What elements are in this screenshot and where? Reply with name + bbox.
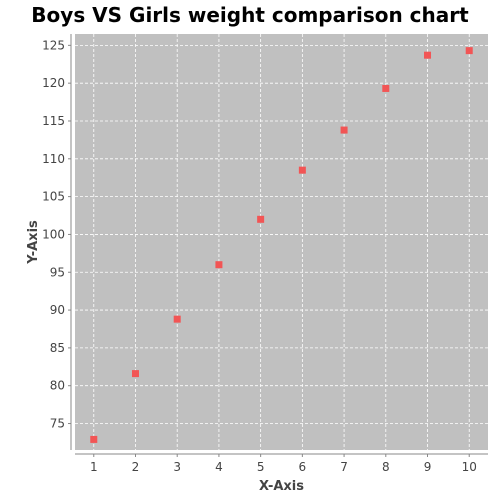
x-tick-label: 8 bbox=[382, 460, 390, 474]
x-tick-label: 2 bbox=[132, 460, 140, 474]
x-tick-label: 10 bbox=[462, 460, 477, 474]
y-tick-label: 115 bbox=[42, 114, 65, 128]
x-tick-label: 7 bbox=[340, 460, 348, 474]
data-point bbox=[382, 84, 390, 92]
data-point bbox=[173, 315, 181, 323]
y-tick-label: 110 bbox=[42, 152, 65, 166]
x-tick-label: 9 bbox=[424, 460, 432, 474]
y-tick-label: 85 bbox=[50, 341, 65, 355]
plot-area bbox=[75, 34, 488, 450]
y-tick-label: 100 bbox=[42, 227, 65, 241]
data-point bbox=[90, 435, 98, 443]
y-tick-label: 120 bbox=[42, 76, 65, 90]
chart-title: Boys VS Girls weight comparison chart bbox=[31, 3, 469, 27]
axes: 75 80 85 90 95 100 105 110 115 120 125 1 2 3 4 5 6 7 8 9 10 bbox=[42, 34, 488, 474]
data-point bbox=[257, 215, 265, 223]
y-tick-label: 80 bbox=[50, 379, 65, 393]
y-tick-label: 75 bbox=[50, 417, 65, 431]
x-axis-label: X-Axis bbox=[259, 479, 304, 494]
y-tick-label: 105 bbox=[42, 190, 65, 204]
y-tick-label: 95 bbox=[50, 265, 65, 279]
data-point bbox=[465, 47, 473, 55]
data-point bbox=[424, 51, 432, 59]
gridlines bbox=[75, 34, 488, 450]
data-points bbox=[90, 47, 473, 443]
data-point bbox=[215, 261, 223, 269]
x-tick-label: 4 bbox=[215, 460, 223, 474]
y-tick-label: 90 bbox=[50, 303, 65, 317]
data-point bbox=[131, 370, 139, 378]
data-point bbox=[340, 126, 348, 134]
y-axis-label: Y-Axis bbox=[26, 220, 41, 265]
x-tick-label: 5 bbox=[257, 460, 265, 474]
x-tick-label: 3 bbox=[173, 460, 181, 474]
y-tick-label: 125 bbox=[42, 38, 65, 52]
data-point bbox=[298, 166, 306, 174]
x-tick-label: 1 bbox=[90, 460, 98, 474]
x-tick-label: 6 bbox=[299, 460, 307, 474]
